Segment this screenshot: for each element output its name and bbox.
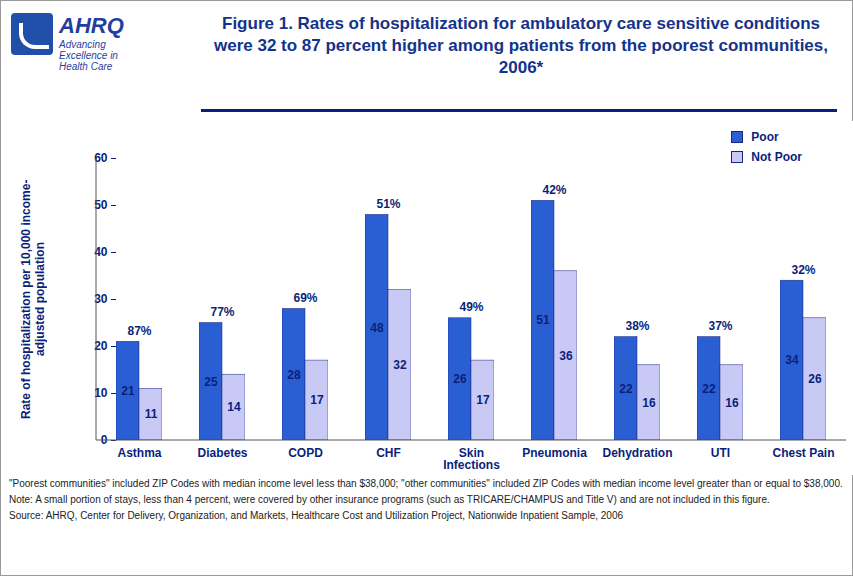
svg-text:Pneumonia: Pneumonia	[522, 446, 587, 460]
svg-text:37%: 37%	[708, 319, 732, 333]
html-text:Figure 1. Rates of hospitaliza: Figure 1. Rates of hospitalization for a…	[214, 14, 828, 77]
svg-text:51: 51	[536, 313, 550, 327]
svg-text:48: 48	[370, 321, 384, 335]
svg-text:49%: 49%	[459, 300, 483, 314]
svg-text:26: 26	[808, 372, 822, 386]
svg-text:Diabetes: Diabetes	[197, 446, 247, 460]
svg-text:Chest Pain: Chest Pain	[772, 446, 834, 460]
svg-text:38%: 38%	[625, 319, 649, 333]
svg-text:Asthma: Asthma	[117, 446, 161, 460]
svg-text:SkinInfections: SkinInfections	[443, 446, 500, 472]
svg-text:77%: 77%	[210, 305, 234, 319]
svg-text:30: 30	[94, 292, 108, 307]
svg-text:60: 60	[94, 151, 108, 166]
html-text:AHRQ: AHRQ	[59, 13, 124, 38]
html-text:Poor: Poor	[751, 130, 779, 144]
svg-text:32: 32	[393, 358, 407, 372]
html-text:Not Poor: Not Poor	[751, 150, 802, 164]
svg-text:20: 20	[94, 339, 108, 354]
html-text:Note: A small portion of stays: Note: A small portion of stays, less tha…	[9, 494, 770, 505]
svg-text:CHF: CHF	[376, 446, 401, 460]
svg-text:25: 25	[204, 375, 218, 389]
svg-text:Dehydration: Dehydration	[602, 446, 672, 460]
svg-text:UTI: UTI	[711, 446, 730, 460]
svg-text:40: 40	[94, 245, 108, 260]
svg-text:34: 34	[785, 353, 799, 367]
svg-text:69%: 69%	[293, 291, 317, 305]
svg-text:16: 16	[725, 396, 739, 410]
html-text:Source: AHRQ, Center for Deliv: Source: AHRQ, Center for Delivery, Organ…	[9, 510, 623, 521]
svg-text:87%: 87%	[127, 324, 151, 338]
svg-text:50: 50	[94, 198, 108, 213]
svg-text:36: 36	[559, 349, 573, 363]
svg-text:16: 16	[642, 396, 656, 410]
svg-text:0: 0	[100, 433, 108, 448]
svg-text:22: 22	[619, 382, 633, 396]
svg-text:22: 22	[702, 382, 716, 396]
html-text:"Poorest communities" included: "Poorest communities" included ZIP Codes…	[9, 478, 843, 489]
svg-text:10: 10	[94, 386, 108, 401]
html-text:Rate of hospitalization per 10: Rate of hospitalization per 10,000 incom…	[19, 179, 47, 419]
svg-text:COPD: COPD	[288, 446, 323, 460]
svg-text:14: 14	[227, 400, 241, 414]
svg-text:26: 26	[453, 372, 467, 386]
svg-text:32%: 32%	[791, 263, 815, 277]
svg-text:21: 21	[121, 384, 135, 398]
svg-text:28: 28	[287, 368, 301, 382]
html-text:Advancing Excellence in Health: Advancing Excellence in Health Care	[59, 39, 118, 72]
svg-text:17: 17	[310, 393, 324, 407]
svg-text:17: 17	[476, 393, 490, 407]
svg-text:11: 11	[145, 407, 158, 421]
svg-text:42%: 42%	[542, 183, 566, 197]
svg-text:51%: 51%	[376, 197, 400, 211]
